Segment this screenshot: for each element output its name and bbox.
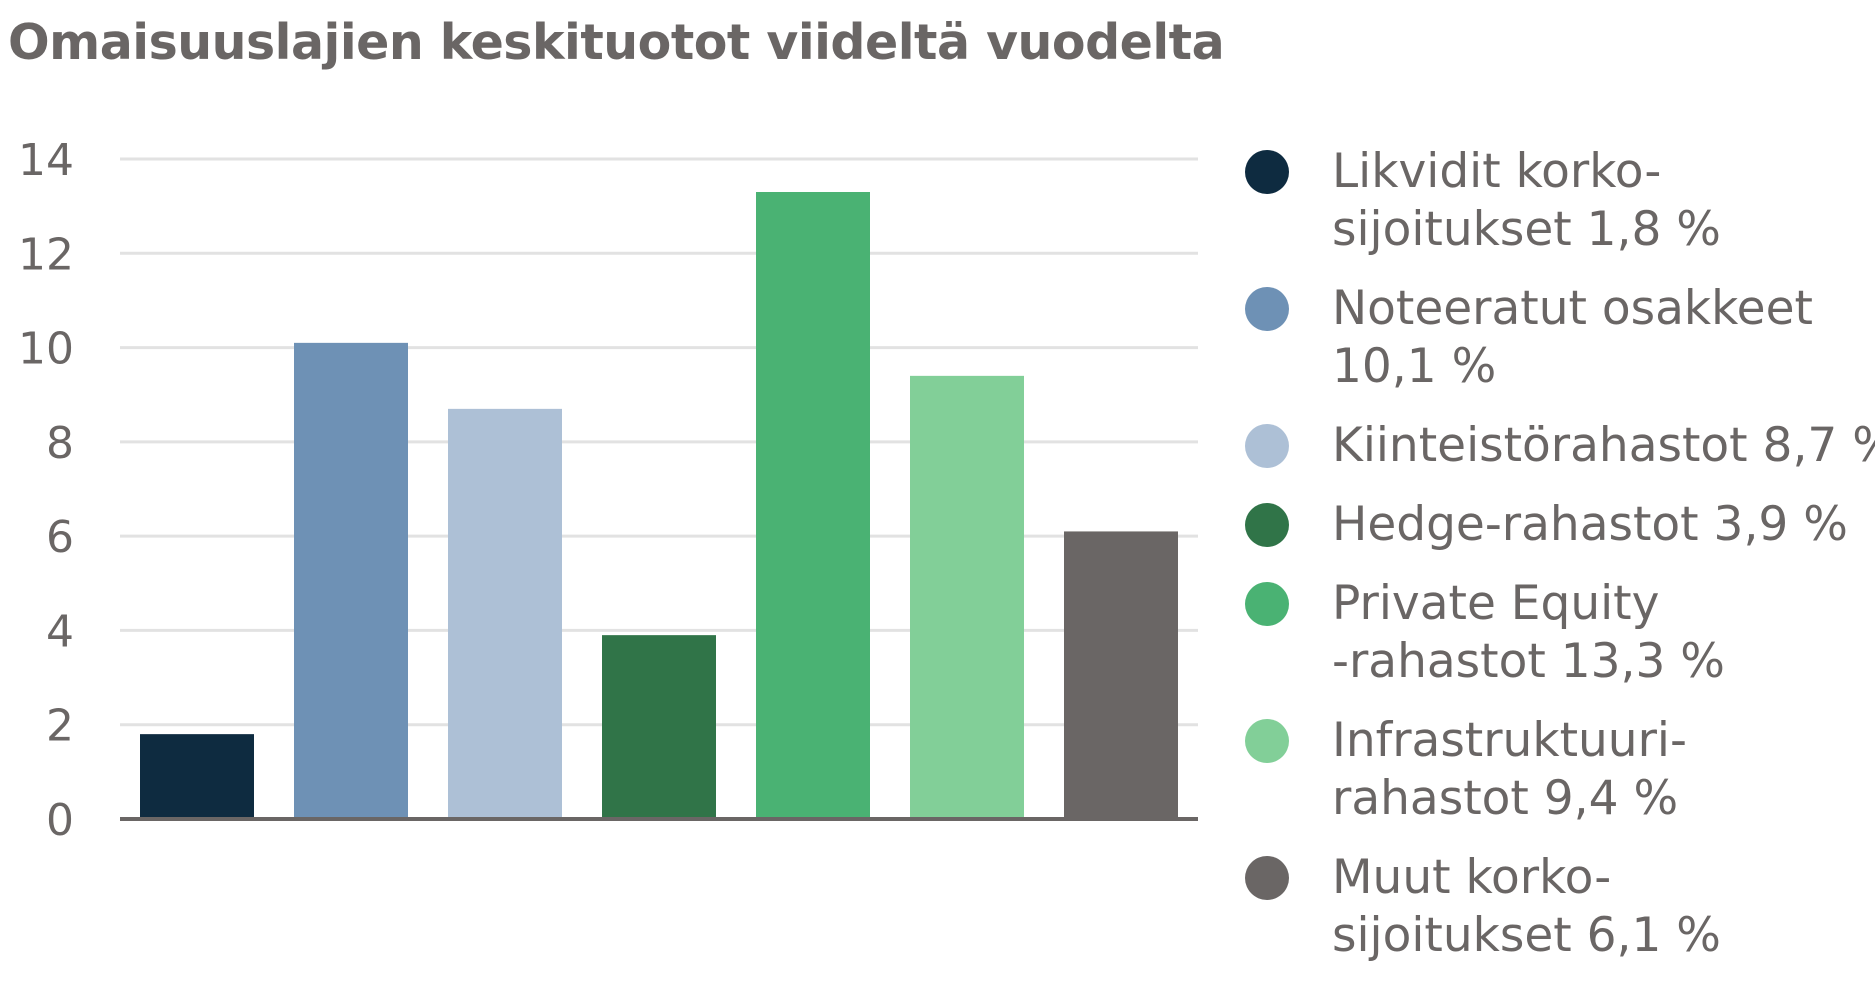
bar [910, 375, 1024, 819]
legend-item: Private Equity -rahastot 13,3 % [1245, 575, 1875, 691]
y-tick-label: 8 [46, 418, 74, 469]
legend-label: Noteeratut osakkeet [1332, 281, 1813, 336]
legend-label: Likvidit korko- [1332, 144, 1662, 199]
legend-label: Infrastruktuuri- [1332, 713, 1687, 768]
bar [756, 192, 870, 819]
bar [602, 635, 716, 819]
legend-swatch [1245, 582, 1289, 626]
bar [1064, 531, 1178, 819]
legend-label: -rahastot 13,3 % [1332, 634, 1725, 689]
y-tick-label: 6 [46, 512, 74, 563]
legend-label: sijoitukset 1,8 % [1332, 202, 1721, 257]
y-tick-label: 14 [18, 135, 74, 186]
legend-swatch [1245, 503, 1289, 547]
legend-label: Hedge-rahastot 3,9 % [1332, 497, 1848, 552]
legend-label: Kiinteistörahastot 8,7 % [1332, 418, 1875, 473]
bars [140, 192, 1178, 819]
legend-item: Likvidit korko-sijoitukset 1,8 % [1245, 143, 1875, 259]
bar [294, 342, 408, 819]
legend-label: Private Equity [1332, 576, 1660, 631]
legend-item: Hedge-rahastot 3,9 % [1245, 496, 1875, 554]
legend-label: Muut korko- [1332, 850, 1612, 905]
y-tick-label: 10 [18, 324, 74, 375]
bar [448, 408, 562, 819]
legend-swatch [1245, 719, 1289, 763]
legend-item: Kiinteistörahastot 8,7 % [1245, 417, 1875, 475]
y-tick-label: 12 [18, 229, 74, 280]
legend-label: 10,1 % [1332, 339, 1497, 394]
bar-chart: 0 2 4 6 8 10 12 14 [18, 135, 1198, 846]
legend-item: Noteeratut osakkeet 10,1 % [1245, 280, 1875, 396]
legend-swatch [1245, 424, 1289, 468]
legend: Likvidit korko-sijoitukset 1,8 % Noteerat… [1245, 143, 1875, 986]
y-tick-label: 4 [46, 606, 74, 657]
legend-label: rahastot 9,4 % [1332, 771, 1679, 826]
bar [140, 734, 254, 819]
legend-swatch [1245, 150, 1289, 194]
y-tick-label: 0 [46, 795, 74, 846]
chart-title: Omaisuuslajien keskituotot viideltä vuod… [8, 14, 1225, 71]
y-tick-label: 2 [46, 701, 74, 752]
legend-item: Infrastruktuuri-rahastot 9,4 % [1245, 712, 1875, 828]
legend-swatch [1245, 856, 1289, 900]
y-axis-ticks: 0 2 4 6 8 10 12 14 [18, 135, 74, 846]
legend-item: Muut korko-sijoitukset 6,1 % [1245, 849, 1875, 965]
legend-swatch [1245, 287, 1289, 331]
legend-label: sijoitukset 6,1 % [1332, 908, 1721, 963]
